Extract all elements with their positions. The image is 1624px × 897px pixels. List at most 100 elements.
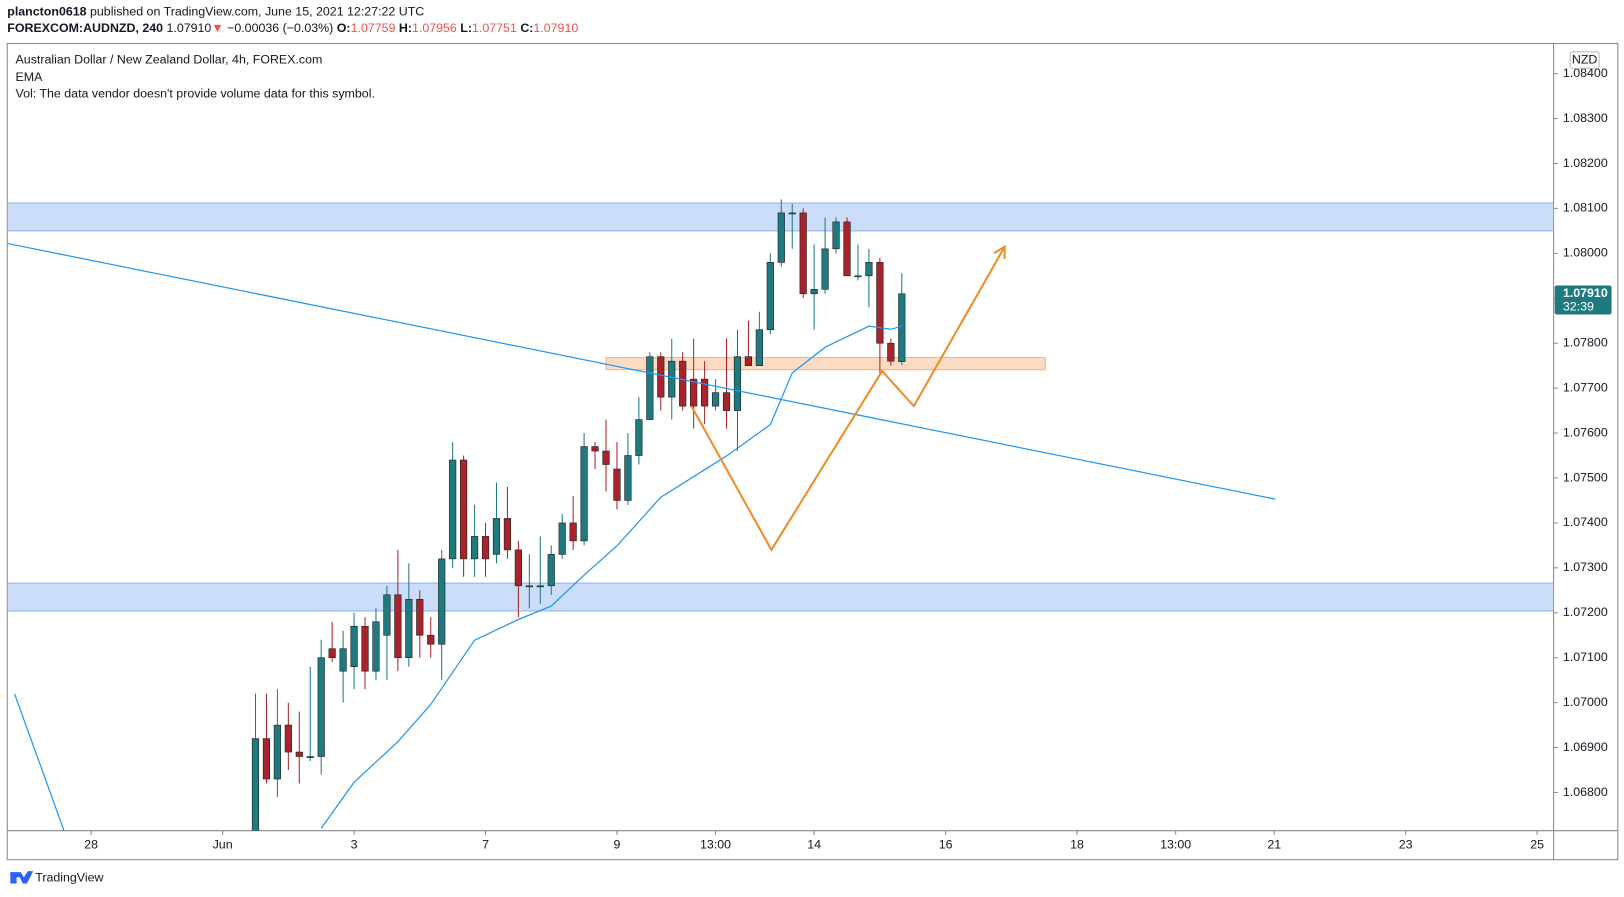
candle-body: [438, 558, 446, 645]
l-value: 1.07751: [472, 21, 517, 35]
candle-body: [657, 356, 665, 398]
x-tick-label: 23: [1399, 837, 1413, 851]
candle-body: [865, 262, 873, 277]
candle-body: [810, 288, 818, 295]
candle-body: [898, 293, 906, 362]
x-tick-label: 3: [351, 837, 358, 851]
candle-body: [481, 536, 490, 560]
y-tick-label: 1.08400: [1563, 66, 1608, 80]
drawing-line: [690, 246, 1006, 552]
candle-body: [580, 446, 588, 542]
zone: [7, 582, 1554, 612]
change: −0.00036 (−0.03%): [227, 21, 333, 35]
c-value: 1.07910: [533, 21, 578, 35]
header-line-2: FOREXCOM:AUDNZD, 240 1.07910▼ −0.00036 (…: [7, 21, 578, 35]
candle-body: [405, 598, 413, 659]
y-tick-label: 1.07100: [1563, 650, 1608, 664]
y-tick-label: 1.08100: [1563, 201, 1608, 215]
x-tick-label: 13:00: [700, 837, 731, 851]
candle-body: [394, 594, 402, 659]
published: published on TradingView.com, June 15, 2…: [90, 5, 424, 19]
candle-body: [492, 518, 501, 555]
candle-body: [624, 455, 632, 501]
candle-body: [701, 378, 709, 407]
candle-body: [821, 248, 829, 290]
publisher: plancton0618: [7, 5, 86, 19]
candle-body: [635, 419, 643, 456]
y-tick-label: 1.06900: [1563, 740, 1608, 754]
x-tick-label: 18: [1070, 837, 1084, 851]
candle-body: [602, 450, 610, 465]
candle-body: [788, 212, 796, 215]
volume-note: Vol: The data vendor doesn't provide vol…: [16, 87, 375, 101]
chart-title: Australian Dollar / New Zealand Dollar, …: [16, 52, 323, 66]
candle-body: [755, 329, 763, 366]
candle-body: [449, 459, 457, 560]
l-label: L:: [460, 21, 472, 35]
candle-body: [503, 518, 512, 551]
y-tick-label: 1.06800: [1563, 785, 1608, 799]
candle-body: [306, 756, 314, 758]
candle-body: [273, 724, 281, 780]
candle-body: [262, 738, 271, 780]
h-value: 1.07956: [412, 21, 457, 35]
y-tick-label: 1.08000: [1563, 246, 1608, 260]
candle-body: [547, 554, 555, 587]
candle-body: [799, 212, 807, 295]
x-tick-label: 14: [807, 837, 821, 851]
x-tick-label: 16: [939, 837, 953, 851]
tradingview-logo: [10, 871, 34, 884]
candle-body: [536, 585, 544, 588]
candle-body: [777, 212, 785, 263]
candle-body: [832, 221, 840, 250]
h-label: H:: [399, 21, 412, 35]
x-tick-label: 28: [84, 837, 98, 851]
o-label: O:: [337, 21, 351, 35]
y-tick-label: 1.08200: [1563, 156, 1608, 170]
candle-body: [854, 275, 862, 278]
y-tick-label: 1.07800: [1563, 335, 1608, 349]
candle-body: [372, 621, 380, 672]
axes: 1.06800 1.06900 1.07000 1.07100 1.07200 1.073…: [84, 66, 1612, 851]
y-tick-label: 1.07400: [1563, 515, 1608, 529]
candle-body: [876, 262, 884, 344]
candle-body: [744, 356, 753, 366]
y-tick-label: 1.07500: [1563, 470, 1608, 484]
candle-body: [416, 598, 424, 636]
candle-body: [733, 356, 742, 411]
y-tick-label: 1.08300: [1563, 111, 1608, 125]
y-tick-label: 1.07000: [1563, 695, 1608, 709]
candle-body: [679, 360, 687, 407]
candle-body: [317, 657, 325, 757]
candle-body: [470, 536, 479, 560]
candle-body: [361, 625, 369, 672]
footer: TradingView: [35, 871, 103, 885]
x-tick-label: 21: [1267, 837, 1281, 851]
candle-body: [514, 549, 522, 587]
candle-body: [766, 262, 774, 331]
candle-body: [722, 392, 731, 411]
x-tick-label: 9: [614, 837, 621, 851]
candle-body: [690, 378, 698, 407]
x-tick-label: 7: [482, 837, 489, 851]
candle-body: [843, 221, 851, 277]
candle-body: [427, 634, 435, 645]
indicator-label: EMA: [16, 70, 44, 84]
candle-body: [569, 522, 577, 542]
currency: NZD: [1572, 52, 1598, 66]
candle-body: [339, 648, 347, 672]
last: 1.07910: [166, 21, 211, 35]
y-tick-label: 1.07200: [1563, 605, 1608, 619]
price-label: 1.07910: [1563, 286, 1608, 300]
candle-body: [383, 594, 391, 636]
x-tick-label: 25: [1530, 837, 1544, 851]
candle-body: [613, 468, 621, 501]
y-tick-label: 1.07300: [1563, 560, 1608, 574]
arrow: ▼: [211, 21, 223, 35]
symbol: FOREXCOM:AUDNZD, 240: [7, 21, 163, 35]
candle-body: [251, 738, 260, 831]
ema-line: [13, 325, 902, 831]
candle-body: [591, 446, 599, 452]
